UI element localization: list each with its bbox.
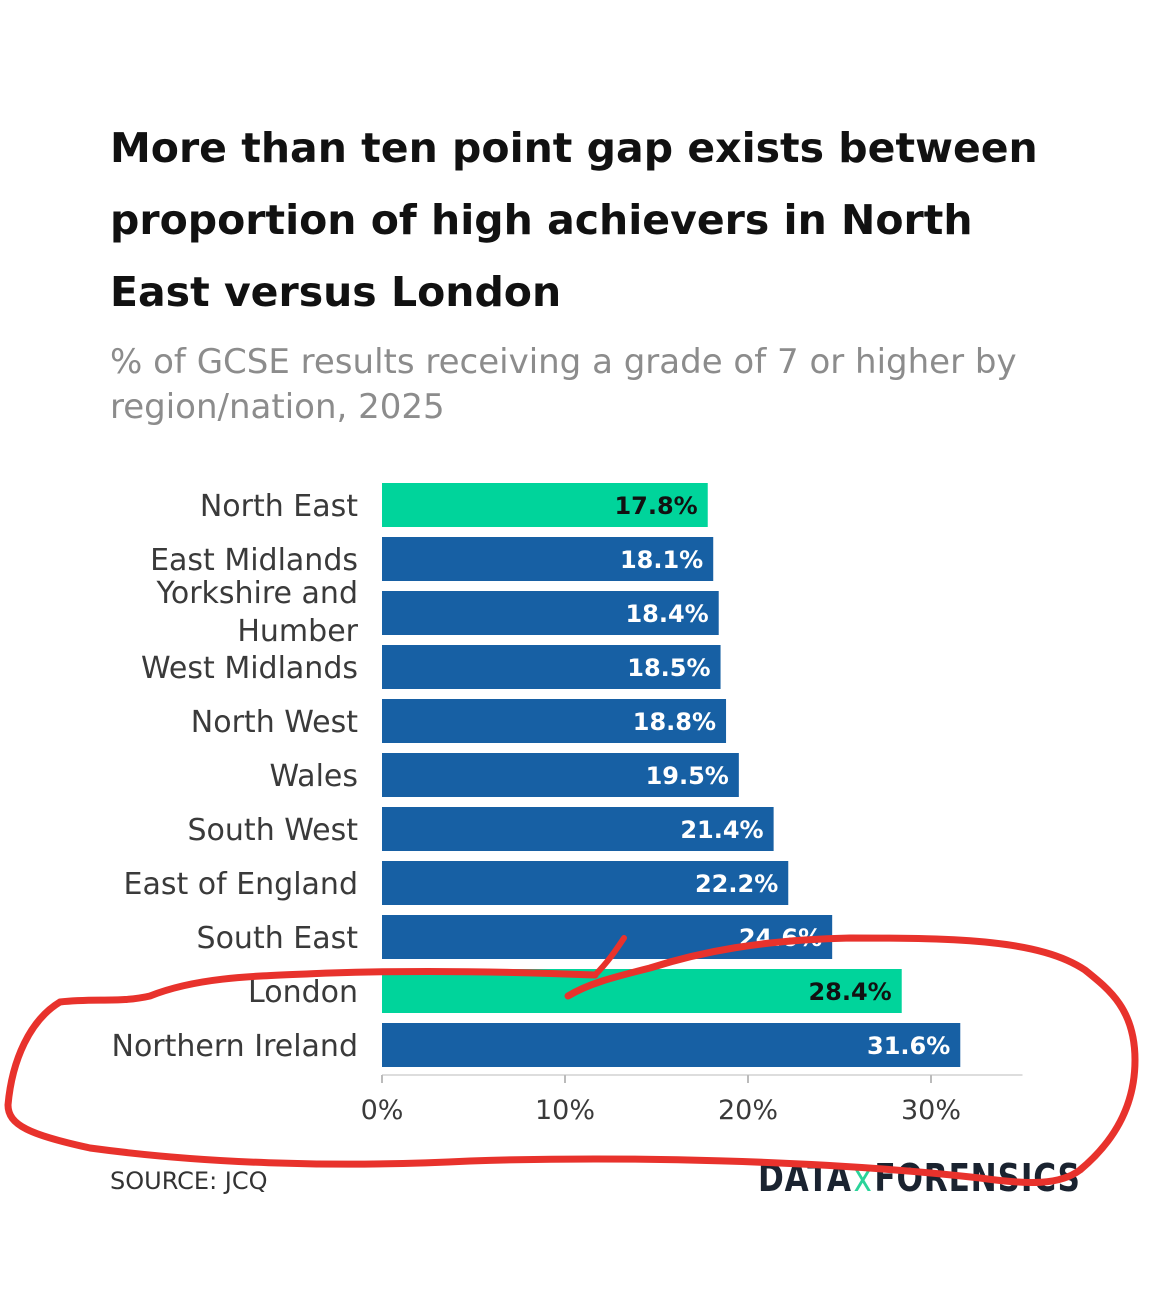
category-label-6: South West [188,813,359,848]
x-tick-label-0: 0% [361,1095,404,1126]
logo-part-1: DATA [758,1156,852,1200]
x-tick-label-3: 30% [901,1095,961,1126]
category-label-0: North East [200,489,358,524]
value-label-4: 18.8% [633,708,716,736]
category-label-4: North West [191,705,358,740]
value-label-3: 18.5% [627,654,710,682]
bar-4 [382,699,727,743]
value-label-6: 21.4% [680,816,763,844]
bar-chart: 17.8% North East 18.1% East Midlands 18.4% Yo… [112,483,1023,1126]
bar-5 [382,753,739,797]
bar-7 [382,861,789,905]
bar-6 [382,807,774,851]
category-label-9: London [248,975,358,1010]
bar-2 [382,591,719,635]
value-label-7: 22.2% [695,870,778,898]
value-label-5: 19.5% [646,762,729,790]
category-label-10: Northern Ireland [112,1029,358,1064]
logo-part-2: FORENSICS [874,1156,1081,1200]
category-label-1: East Midlands [150,543,358,578]
x-tick-label-2: 20% [718,1095,778,1126]
value-label-2: 18.4% [625,600,708,628]
logo-separator: x [853,1156,873,1200]
data-forensics-logo: DATAxFORENSICS [758,1156,1081,1200]
x-tick-label-1: 10% [535,1095,595,1126]
value-label-9: 28.4% [808,978,891,1006]
chart-subtitle: % of GCSE results receiving a grade of 7… [110,342,1017,427]
chart-title: More than ten point gap exists between p… [110,124,1038,316]
category-label-7: East of England [123,867,358,902]
value-label-8: 24.6% [739,924,822,952]
bar-1 [382,537,714,581]
bar-3 [382,645,721,689]
source-note: SOURCE: JCQ [110,1167,268,1195]
category-label-2: Yorkshire and Humber [156,576,359,649]
category-label-8: South East [197,921,359,956]
value-label-0: 17.8% [614,492,697,520]
category-label-5: Wales [269,759,358,794]
value-label-1: 18.1% [620,546,703,574]
bar-0 [382,483,708,527]
value-label-10: 31.6% [867,1032,950,1060]
category-label-3: West Midlands [141,651,358,686]
